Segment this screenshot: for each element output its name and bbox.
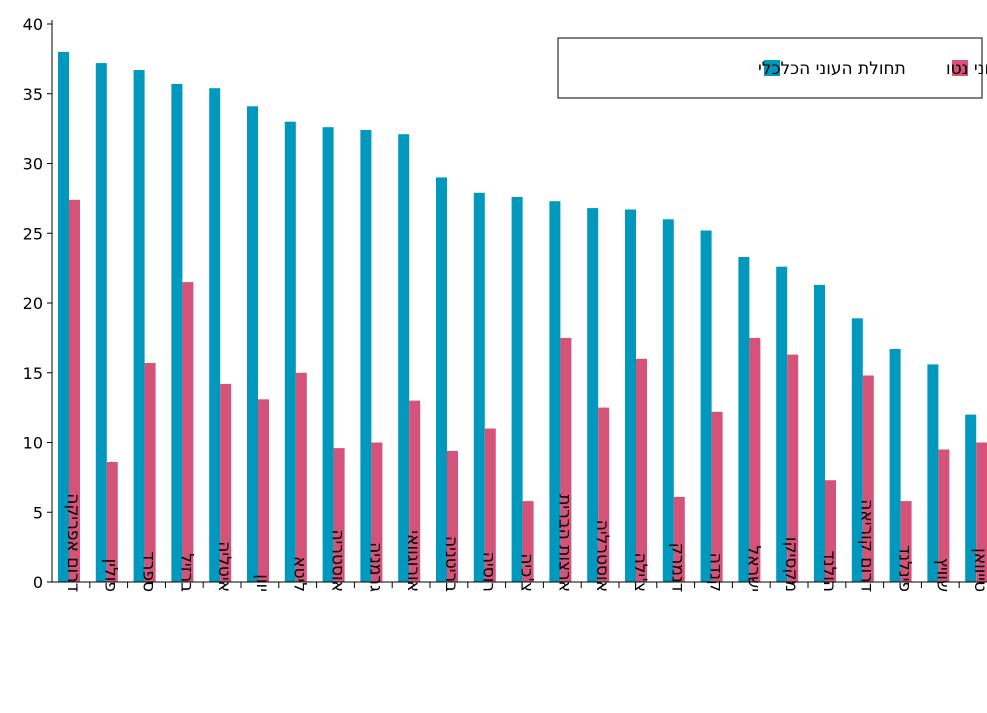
axes-layer: [47, 20, 987, 588]
y-tick-label-40: 40: [23, 15, 43, 34]
y-tick-label-5: 5: [33, 503, 43, 522]
x-category-label-24: טייוואן: [970, 548, 987, 592]
bar-net-7: [333, 448, 345, 582]
x-category-label-16: דנמרק: [668, 543, 688, 592]
x-category-label-17: קנדה: [706, 553, 726, 592]
x-category-label-22: פינלנד: [895, 545, 915, 592]
x-category-label-1: פולין: [101, 559, 121, 592]
bar-economic-1: [95, 63, 107, 583]
legend-swatch-economic-poverty: [764, 60, 780, 76]
bar-economic-14: [587, 208, 599, 582]
x-category-label-14: אוסטרליה: [592, 520, 612, 592]
bar-economic-7: [322, 127, 334, 582]
bar-economic-23: [927, 364, 939, 582]
bar-net-18: [749, 337, 761, 582]
bar-economic-5: [247, 106, 258, 583]
x-category-label-7: אוסטריה: [328, 529, 348, 592]
x-category-label-15: צ'ילה: [630, 553, 650, 592]
y-tick-label-15: 15: [23, 364, 43, 383]
x-category-label-20: הולנד: [819, 551, 839, 593]
bar-net-23: [938, 449, 950, 582]
bar-net-0: [69, 199, 80, 583]
legend-label-economic-poverty: תחולת העוני הכלכלי: [758, 59, 906, 79]
bar-net-5: [258, 399, 269, 582]
bar-net-24: [976, 442, 987, 582]
bar-net-12: [522, 501, 534, 582]
bar-net-14: [598, 407, 610, 582]
x-category-label-9: אורוגוואי: [403, 530, 423, 592]
legend: תחולת העוני הכלכלי תחולת העוני נטו: [557, 37, 987, 99]
x-category-label-10: בריטניה: [441, 536, 461, 592]
x-category-label-2: ספרד: [139, 551, 159, 592]
bar-economic-16: [662, 219, 674, 583]
bar-economic-17: [700, 230, 712, 582]
bar-economic-11: [473, 192, 485, 583]
bar-economic-10: [436, 177, 447, 582]
bar-economic-20: [814, 284, 825, 582]
bar-net-8: [371, 442, 383, 582]
bar-net-2: [144, 363, 156, 582]
y-tick-label-0: 0: [33, 573, 43, 592]
bar-net-17: [711, 411, 723, 582]
y-tick-label-25: 25: [23, 224, 43, 243]
bar-economic-21: [851, 318, 863, 582]
bar-economic-8: [360, 130, 372, 582]
bar-economic-4: [209, 88, 221, 582]
x-category-label-21: דרום קוריאה: [857, 499, 877, 592]
x-category-label-12: צ'כיה: [517, 553, 537, 592]
bars-layer: [58, 51, 987, 583]
bar-economic-3: [171, 84, 183, 582]
x-category-label-5: יוון: [252, 574, 272, 592]
x-category-label-13: ארצות הברית: [554, 494, 574, 592]
bar-net-20: [825, 480, 836, 582]
bar-net-21: [862, 375, 874, 582]
x-category-label-0: דרום אפריקה: [63, 493, 83, 592]
bar-net-3: [182, 282, 194, 582]
bar-economic-13: [549, 201, 561, 582]
bar-net-10: [447, 450, 458, 582]
x-category-label-6: ליטא: [290, 556, 310, 592]
bar-economic-15: [625, 209, 636, 582]
legend-label-net-poverty: תחולת העוני נטו: [946, 59, 987, 79]
y-tick-label-10: 10: [23, 434, 43, 453]
bar-economic-0: [58, 51, 69, 582]
bar-economic-2: [133, 70, 145, 582]
bar-net-1: [106, 462, 118, 582]
bar-net-9: [409, 400, 421, 582]
bar-net-4: [220, 383, 232, 582]
x-category-label-11: רוסיה: [479, 552, 499, 592]
x-category-label-18: ישראל: [743, 546, 763, 592]
x-category-label-3: ברזיל: [176, 553, 196, 592]
y-tick-label-20: 20: [23, 294, 43, 313]
bar-net-22: [900, 501, 912, 582]
x-category-label-4: איטליה: [214, 541, 234, 592]
bar-economic-6: [284, 121, 296, 582]
legend-swatch-net-poverty: [952, 60, 968, 76]
bar-economic-24: [965, 414, 977, 582]
y-tick-label-30: 30: [23, 155, 43, 174]
y-tick-label-35: 35: [23, 85, 43, 104]
x-category-label-19: מקסיקו: [781, 537, 801, 592]
x-category-label-23: שוויץ: [932, 558, 952, 592]
bar-economic-12: [511, 197, 523, 582]
bar-net-15: [636, 358, 647, 582]
labels-layer: 0 5 10 15 20 25 30 35 40 דרום אפריקה פולין ספרד ברזי…: [23, 15, 987, 592]
x-category-label-8: גרמניה: [365, 542, 385, 592]
bar-net-19: [787, 354, 799, 582]
bar-economic-22: [889, 349, 901, 582]
bar-net-6: [295, 372, 307, 583]
bar-economic-9: [398, 134, 410, 582]
bar-economic-19: [776, 266, 788, 582]
bar-net-11: [484, 428, 496, 582]
bar-economic-18: [738, 257, 750, 582]
bar-net-16: [673, 496, 685, 582]
bar-net-13: [560, 337, 572, 582]
